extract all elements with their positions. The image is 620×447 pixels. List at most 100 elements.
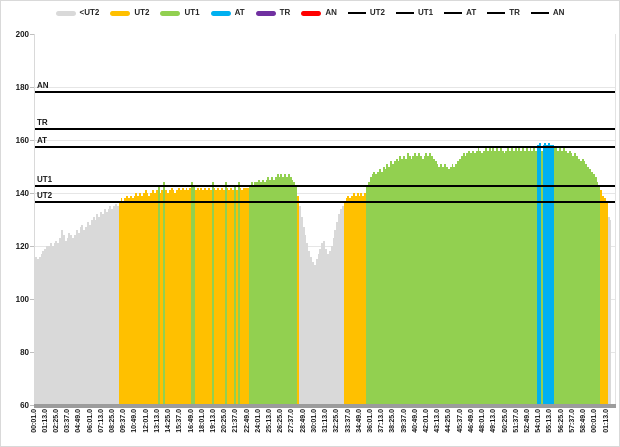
bar	[61, 230, 63, 405]
bar	[494, 150, 497, 405]
bar	[224, 182, 227, 405]
bar	[416, 155, 419, 405]
y-tick-label: 160	[15, 136, 29, 145]
threshold-label-an: AN	[37, 81, 49, 91]
bar	[306, 243, 309, 405]
bar	[505, 150, 508, 405]
bar	[457, 161, 459, 405]
bar	[213, 187, 216, 405]
bar	[570, 153, 573, 405]
bar	[499, 147, 502, 405]
bar	[191, 182, 194, 405]
bar	[315, 259, 318, 405]
bar	[174, 193, 177, 405]
bar	[276, 174, 279, 405]
y-tick-mark	[30, 87, 34, 88]
bar	[458, 158, 461, 405]
bar	[563, 147, 565, 405]
gridline	[35, 192, 615, 194]
gridline	[35, 86, 615, 88]
bar	[362, 195, 365, 405]
bar	[287, 174, 290, 405]
y-tick-mark	[30, 193, 34, 194]
x-tick-label: 22:49.0	[243, 409, 251, 433]
bar	[79, 227, 82, 405]
bar	[62, 235, 65, 405]
bar	[150, 193, 153, 405]
bar	[120, 198, 123, 405]
bar	[384, 169, 387, 405]
bar	[561, 150, 564, 405]
bar	[124, 198, 127, 405]
bar	[183, 190, 186, 405]
bar	[352, 193, 355, 405]
bar	[486, 150, 489, 405]
bar	[282, 177, 285, 405]
x-axis-baseline	[34, 404, 616, 408]
bar	[551, 145, 554, 405]
bar	[477, 147, 480, 405]
legend-label: TR	[509, 8, 520, 17]
bar	[497, 150, 500, 405]
bar	[187, 190, 190, 405]
bar	[464, 155, 467, 405]
bar	[297, 195, 300, 405]
bar	[568, 150, 571, 405]
bar	[300, 216, 303, 405]
bar	[330, 246, 333, 405]
bar	[154, 193, 156, 405]
legend-line-swatch-icon	[396, 12, 415, 14]
bar	[206, 190, 208, 405]
bar	[48, 246, 50, 405]
legend-item: <UT2	[55, 8, 100, 17]
bar	[204, 187, 207, 405]
bar	[319, 248, 322, 405]
y-tick-label: 200	[15, 30, 29, 39]
threshold-line-an	[35, 91, 615, 94]
threshold-line-ut2	[35, 201, 615, 204]
bar	[533, 147, 536, 405]
bar	[427, 155, 430, 405]
bar	[542, 145, 545, 405]
x-tick-label: 54:01.0	[535, 409, 543, 433]
bar	[273, 179, 275, 405]
bar	[559, 147, 562, 405]
legend-line-swatch-icon	[530, 12, 549, 14]
bar	[512, 150, 515, 405]
bar	[483, 150, 485, 405]
bar	[146, 193, 149, 405]
legend-label: <UT2	[79, 8, 100, 17]
bar	[397, 161, 400, 405]
x-tick-label: 48:01.0	[479, 409, 487, 433]
bar	[189, 187, 192, 405]
bar	[518, 147, 521, 405]
bar	[135, 193, 138, 405]
bar	[313, 264, 316, 405]
bar	[40, 253, 43, 405]
bar	[525, 147, 528, 405]
bar	[198, 190, 201, 405]
bar	[178, 187, 181, 405]
bar	[194, 190, 197, 405]
bar	[157, 185, 160, 405]
bar	[388, 166, 391, 405]
bar	[57, 243, 60, 405]
bar	[507, 147, 510, 405]
legend-item: AT	[210, 9, 245, 17]
bar	[196, 187, 199, 405]
bar	[414, 153, 417, 405]
x-tick-label: 31:13.0	[322, 409, 330, 433]
bar	[529, 147, 532, 405]
bar	[116, 206, 119, 405]
x-tick-label: 30:01.0	[310, 409, 318, 433]
bar	[317, 253, 320, 405]
bar	[312, 261, 314, 405]
bar	[377, 171, 379, 405]
x-tick-label: 37:13.0	[378, 409, 386, 433]
bar	[269, 179, 272, 405]
bar	[447, 169, 450, 405]
bar	[81, 224, 84, 405]
bar	[250, 182, 253, 405]
x-tick-label: 01:13.0	[41, 409, 49, 433]
legend-label: AT	[466, 8, 477, 17]
